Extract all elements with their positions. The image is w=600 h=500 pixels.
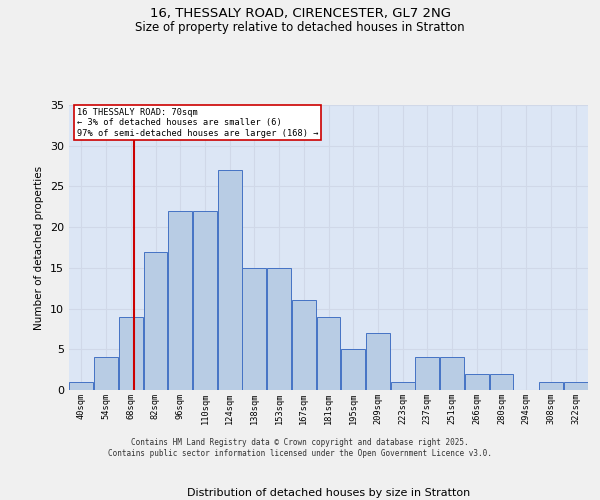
Bar [341,350,365,390]
Y-axis label: Number of detached properties: Number of detached properties [34,166,44,330]
Text: Distribution of detached houses by size in Stratton: Distribution of detached houses by size … [187,488,470,498]
Text: 16, THESSALY ROAD, CIRENCESTER, GL7 2NG: 16, THESSALY ROAD, CIRENCESTER, GL7 2NG [149,8,451,20]
Bar [391,382,415,390]
Bar [193,211,217,390]
Text: Contains HM Land Registry data © Crown copyright and database right 2025.
Contai: Contains HM Land Registry data © Crown c… [108,438,492,458]
Bar [415,358,439,390]
Bar [94,358,118,390]
Text: Size of property relative to detached houses in Stratton: Size of property relative to detached ho… [135,21,465,34]
Bar [539,382,563,390]
Bar [70,382,93,390]
Bar [465,374,489,390]
Bar [267,268,291,390]
Bar [317,316,340,390]
Bar [168,211,192,390]
Bar [143,252,167,390]
Bar [119,316,143,390]
Text: 16 THESSALY ROAD: 70sqm
← 3% of detached houses are smaller (6)
97% of semi-deta: 16 THESSALY ROAD: 70sqm ← 3% of detached… [77,108,318,138]
Bar [218,170,242,390]
Bar [564,382,587,390]
Bar [440,358,464,390]
Bar [242,268,266,390]
Bar [490,374,514,390]
Bar [366,333,390,390]
Bar [292,300,316,390]
